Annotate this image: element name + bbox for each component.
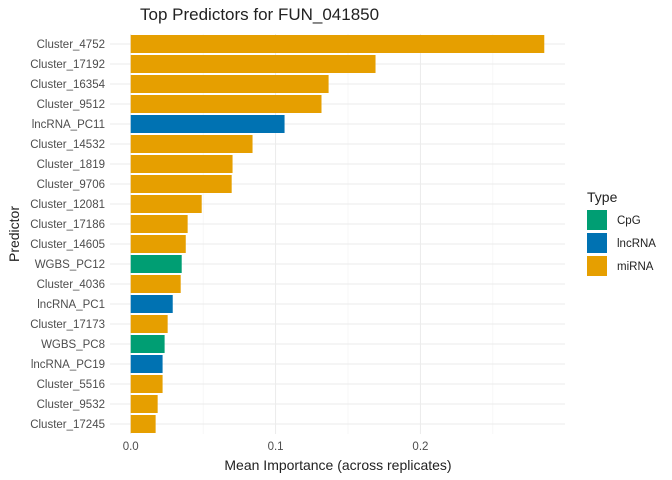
- chart-title: Top Predictors for FUN_041850: [140, 5, 379, 24]
- legend: Type CpG lncRNA miRNA: [587, 189, 656, 276]
- y-tick-label: Cluster_1819: [37, 159, 105, 171]
- bar: [130, 75, 329, 93]
- y-tick-label: Cluster_4752: [37, 39, 105, 51]
- bar: [130, 415, 156, 433]
- bar: [130, 55, 376, 73]
- bar: [130, 155, 233, 173]
- y-tick-label: WGBS_PC8: [41, 339, 105, 351]
- bar: [130, 275, 181, 293]
- bar: [130, 355, 163, 373]
- bar: [130, 175, 232, 193]
- y-axis-label: Predictor: [6, 206, 22, 262]
- legend-label: lncRNA: [617, 238, 656, 250]
- bar: [130, 195, 202, 213]
- y-tick-label: Cluster_5516: [37, 379, 105, 391]
- legend-swatch: [587, 210, 607, 230]
- legend-swatch: [587, 233, 607, 253]
- y-tick-label: lncRNA_PC19: [31, 359, 105, 371]
- y-tick-label: WGBS_PC12: [35, 259, 105, 271]
- bar: [130, 215, 188, 233]
- bar: [130, 375, 163, 393]
- x-tick-label: 0.1: [268, 441, 284, 453]
- bar: [130, 115, 285, 133]
- legend-swatch: [587, 256, 607, 276]
- y-tick-label: Cluster_9512: [37, 99, 105, 111]
- y-tick-label: Cluster_17186: [30, 219, 105, 231]
- bar: [130, 255, 182, 273]
- y-tick-label: lncRNA_PC1: [37, 299, 105, 311]
- bar: [130, 395, 158, 413]
- y-tick-label: Cluster_17192: [30, 59, 105, 71]
- y-tick-label: lncRNA_PC11: [32, 119, 105, 131]
- y-tick-label: Cluster_14532: [30, 139, 105, 151]
- bar: [130, 335, 165, 353]
- bar: [130, 35, 545, 53]
- bar: [130, 315, 168, 333]
- y-tick-label: Cluster_9706: [37, 179, 105, 191]
- legend-title: Type: [587, 189, 618, 205]
- y-tick-label: Cluster_14605: [30, 239, 105, 251]
- y-tick-label: Cluster_4036: [37, 279, 105, 291]
- legend-label: miRNA: [617, 261, 654, 273]
- x-axis-label: Mean Importance (across replicates): [224, 457, 451, 473]
- bar: [130, 95, 322, 113]
- y-tick-label: Cluster_12081: [30, 199, 105, 211]
- y-tick-label: Cluster_16354: [30, 79, 105, 91]
- bar: [130, 295, 173, 313]
- bar: [130, 135, 253, 153]
- y-tick-label: Cluster_9532: [37, 399, 105, 411]
- x-tick-label: 0.2: [412, 441, 428, 453]
- bar: [130, 235, 186, 253]
- y-tick-label: Cluster_17173: [30, 319, 105, 331]
- x-tick-label: 0.0: [123, 441, 139, 453]
- legend-label: CpG: [617, 215, 641, 227]
- y-tick-label: Cluster_17245: [30, 419, 105, 431]
